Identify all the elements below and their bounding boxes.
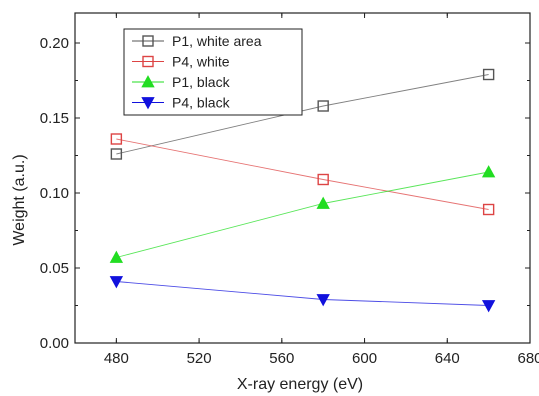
series-1 <box>110 68 495 160</box>
data-point <box>481 165 496 178</box>
y-tick-label: 0.00 <box>40 335 69 352</box>
data-point <box>109 276 124 289</box>
legend-label: P4, white <box>172 54 230 70</box>
x-tick-label: 600 <box>352 350 377 367</box>
data-point <box>482 68 495 81</box>
series-4 <box>109 276 496 313</box>
y-tick-label: 0.05 <box>40 260 69 277</box>
x-tick-label: 680 <box>517 350 539 367</box>
data-point <box>110 133 123 145</box>
legend: P1, white area P4, white P1, black P4, blac… <box>123 28 303 116</box>
data-point <box>109 250 124 263</box>
y-tick-label: 0.15 <box>40 110 69 127</box>
series-2 <box>110 133 495 216</box>
x-tick-label: 560 <box>269 350 294 367</box>
plot-area <box>74 12 531 344</box>
data-point <box>481 300 496 313</box>
legend-label: P4, black <box>172 95 231 111</box>
legend-label: P1, black <box>172 74 231 90</box>
data-point <box>316 294 330 307</box>
data-point <box>316 196 330 209</box>
legend-marker <box>141 97 155 110</box>
legend-item: P1, white area <box>132 33 262 49</box>
series-3 <box>109 165 496 263</box>
y-tick-label: 0.10 <box>40 185 69 202</box>
series-line <box>116 138 489 210</box>
data-point <box>317 173 329 186</box>
data-point <box>317 100 329 112</box>
x-axis-title: X-ray energy (eV) <box>237 376 363 393</box>
legend-marker <box>142 55 154 68</box>
legend-marker <box>142 35 154 47</box>
x-tick-label: 520 <box>187 350 212 367</box>
series-line <box>116 281 489 306</box>
y-tick-label: 0.20 <box>40 35 69 52</box>
data-point <box>482 203 495 216</box>
legend-item: P4, black <box>132 95 231 111</box>
x-tick-label: 480 <box>104 350 129 367</box>
legend-label: P1, white area <box>172 33 262 49</box>
series-line <box>116 74 489 155</box>
y-axis-title: Weight (a.u.) <box>11 154 28 245</box>
x-tick-label: 640 <box>435 350 460 367</box>
legend-item: P4, white <box>132 54 230 70</box>
data-point <box>110 148 123 160</box>
legend-item: P1, black <box>132 74 231 90</box>
series-line <box>116 171 489 258</box>
legend-marker <box>141 75 155 88</box>
